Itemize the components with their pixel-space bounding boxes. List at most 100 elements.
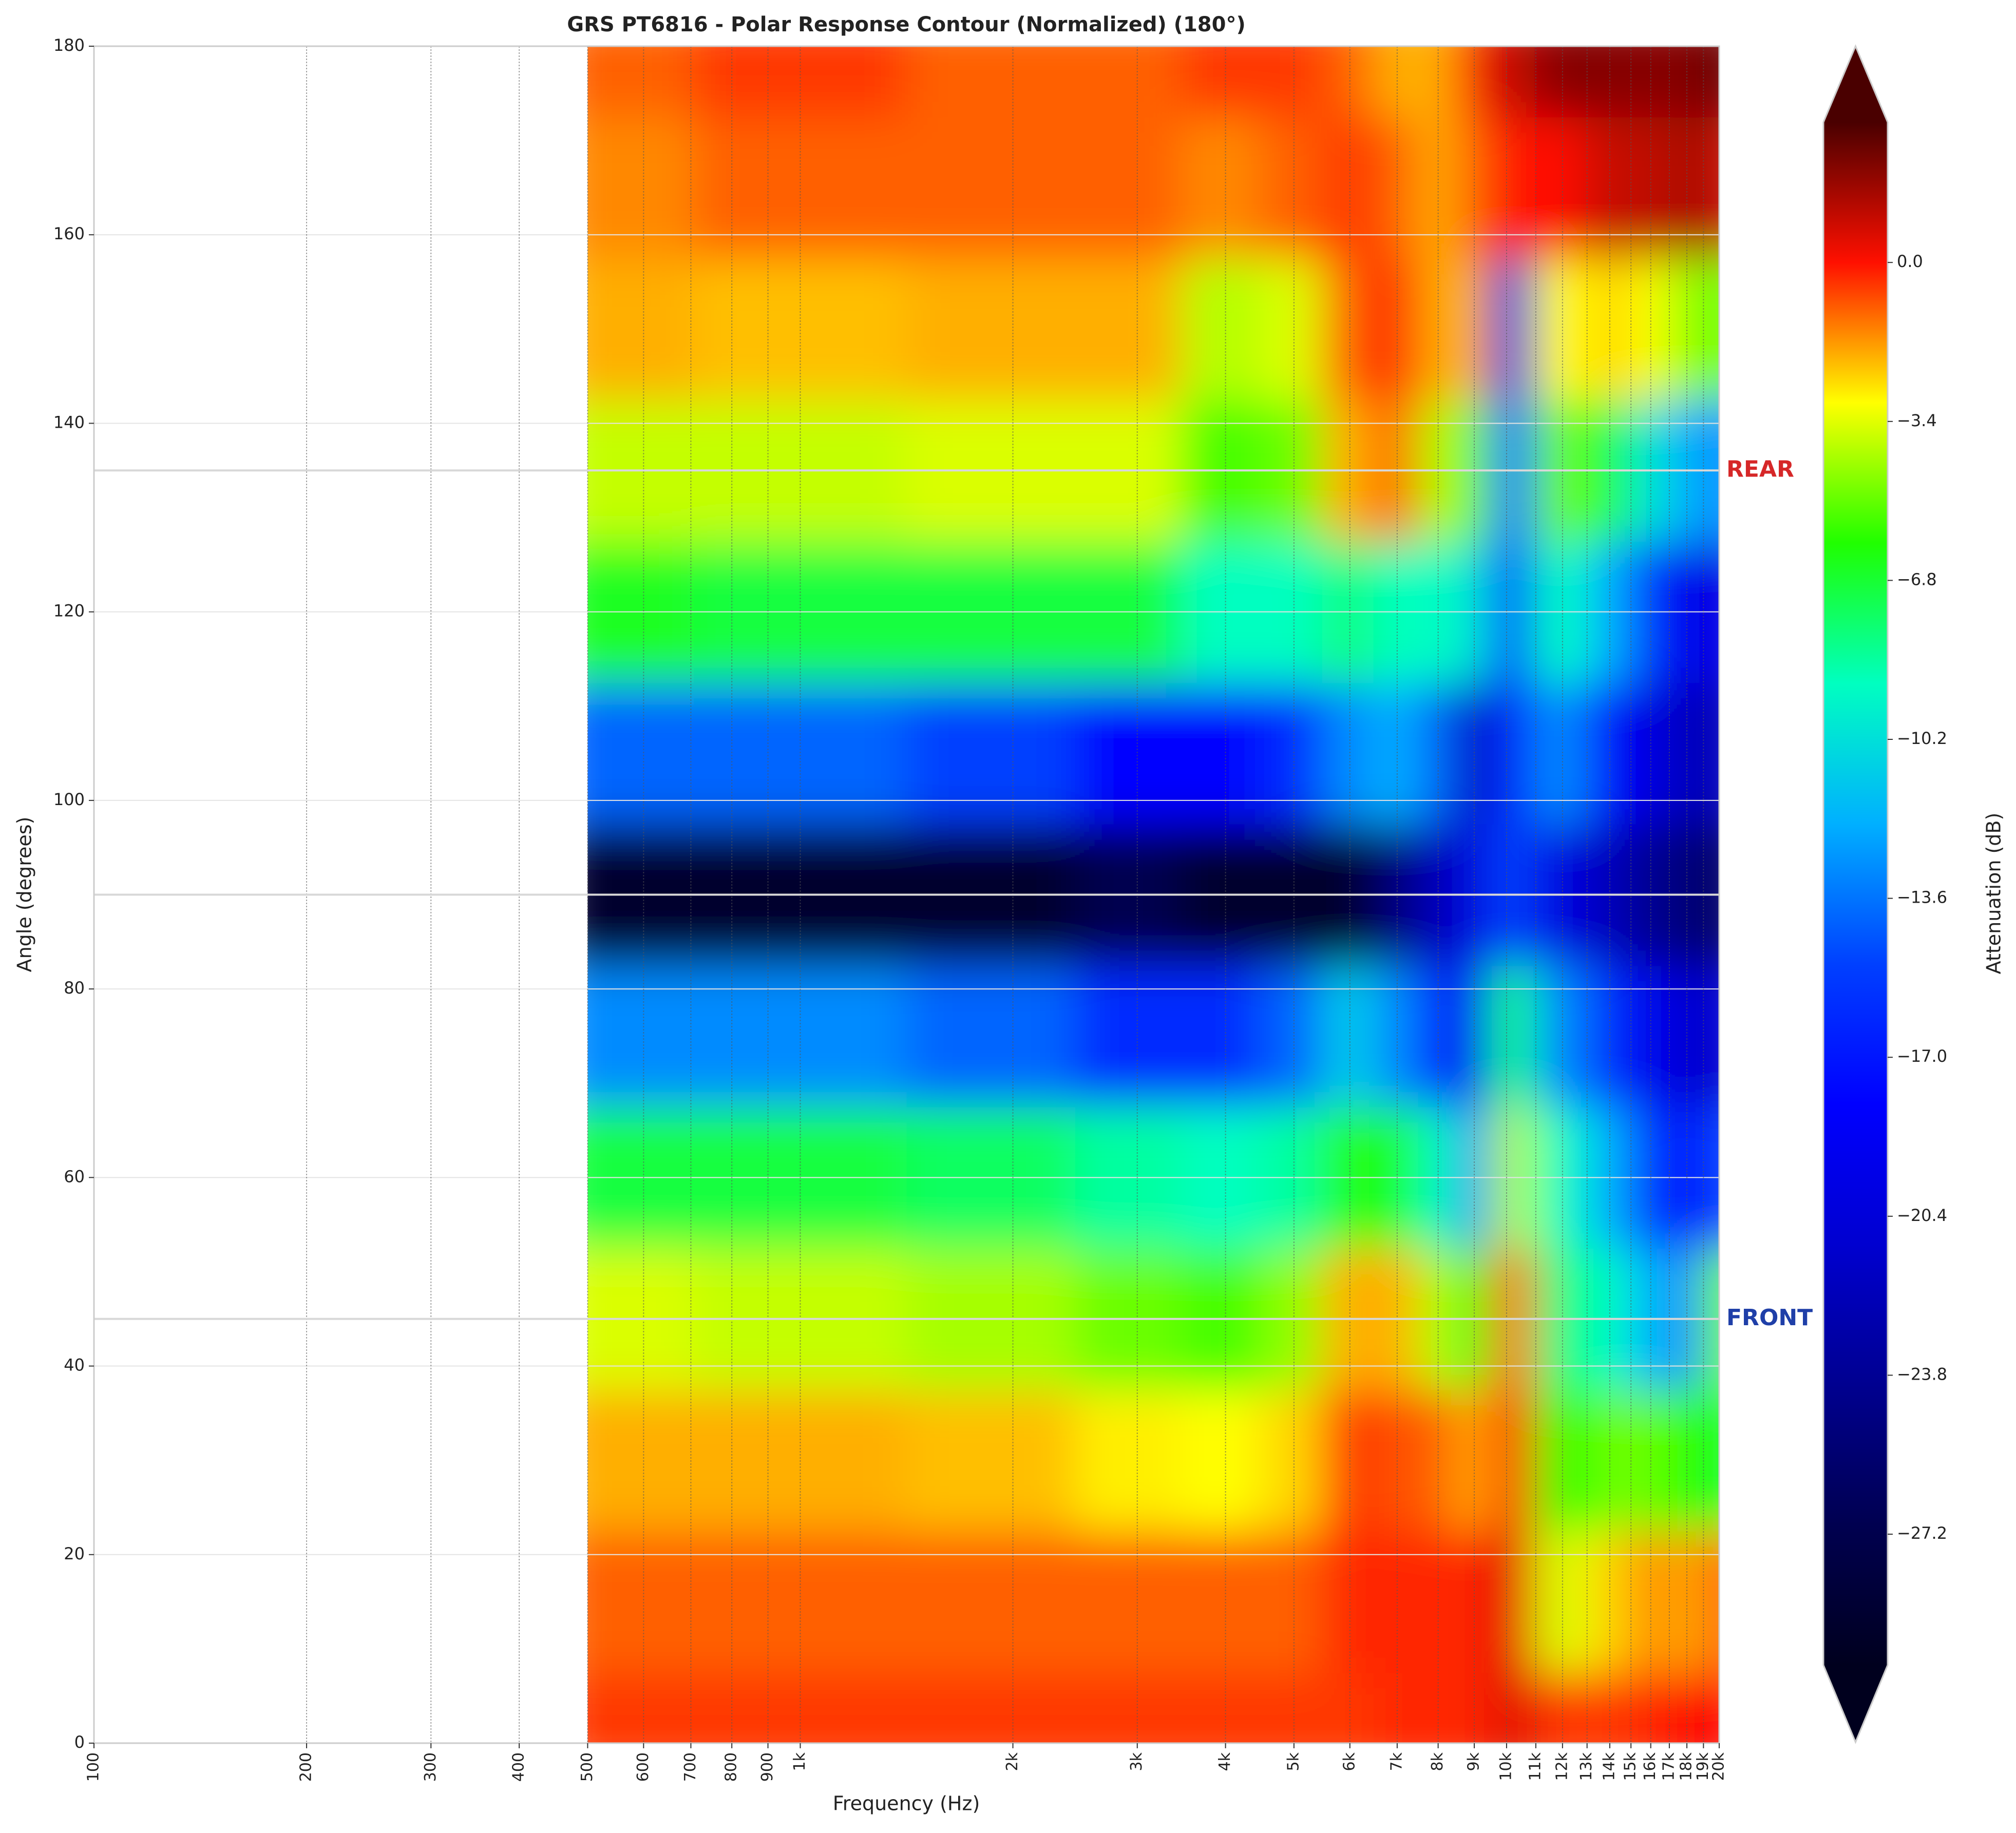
colorbar-tick-label: −27.2 (1897, 1523, 1947, 1543)
heat-cell (1181, 1531, 1261, 1673)
colorbar-tick-label: −13.6 (1897, 888, 1947, 907)
heat-cell (1075, 682, 1182, 825)
y-tick-label: 160 (53, 224, 85, 243)
heat-cell (1260, 1672, 1323, 1743)
x-tick-label: 19k (1694, 1752, 1712, 1781)
heat-cell (906, 682, 1076, 825)
colorbar-tick-label: −23.8 (1897, 1364, 1947, 1384)
heat-cell (587, 1672, 695, 1743)
heat-cell (1417, 46, 1457, 118)
y-tick-label: 40 (64, 1355, 85, 1375)
heat-cell (1260, 682, 1323, 825)
heat-cell (1630, 117, 1669, 259)
heat-cell (1417, 1531, 1457, 1673)
heat-cell (1075, 965, 1182, 1108)
heat-cell (1490, 965, 1535, 1108)
heat-cell (1075, 1672, 1182, 1743)
heat-cell (1417, 1389, 1457, 1532)
colorbar-tick-label: 0.0 (1897, 252, 1923, 271)
x-tick-label: 100 (85, 1752, 103, 1782)
plot-frame (93, 45, 1720, 1744)
heat-cell (1490, 682, 1535, 825)
x-tick-label: 10k (1497, 1752, 1515, 1781)
heat-cell (587, 117, 695, 259)
heat-cell (1703, 1531, 1720, 1673)
x-tick-label: 5k (1284, 1752, 1302, 1771)
heat-cell (1322, 1389, 1374, 1532)
heat-cell (1586, 1672, 1631, 1743)
heat-cell (1322, 117, 1374, 259)
heat-cell (1417, 1672, 1457, 1743)
heat-cell (1260, 1389, 1323, 1532)
heat-cell (1630, 258, 1669, 400)
heat-cell (1181, 1672, 1261, 1743)
heat-cell (1630, 682, 1669, 825)
heat-cell (587, 1389, 695, 1532)
x-tick-label: 16k (1641, 1752, 1659, 1781)
heat-cell (1668, 1672, 1704, 1743)
heat-cell (906, 46, 1076, 118)
reference-label: REAR (1726, 456, 1794, 482)
heat-cell (1490, 1672, 1535, 1743)
x-tick-label: 13k (1577, 1752, 1595, 1781)
heat-cell (1373, 682, 1418, 825)
heat-cell (1586, 965, 1631, 1108)
heat-cell (1534, 258, 1587, 400)
heat-cell (1534, 965, 1587, 1108)
heat-cell (1490, 258, 1535, 400)
heat-cell (906, 1389, 1076, 1532)
y-tick-label: 100 (53, 790, 85, 809)
heat-cell (1075, 1389, 1182, 1532)
x-tick-label: 14k (1600, 1752, 1618, 1781)
x-tick-label: 800 (722, 1752, 740, 1782)
heat-cell (1534, 117, 1587, 259)
heat-cell (1490, 46, 1535, 118)
heat-cell (1181, 682, 1261, 825)
heat-cell (1322, 682, 1374, 825)
chart-title: GRS PT6816 - Polar Response Contour (Nor… (567, 13, 1246, 36)
heat-cell (1322, 1672, 1374, 1743)
heat-cell (1075, 1531, 1182, 1673)
colorbar-tick-label: −6.8 (1897, 569, 1937, 589)
heat-cell (1417, 117, 1457, 259)
y-tick-label: 80 (64, 978, 85, 998)
heat-cell (1456, 965, 1491, 1108)
heat-cell (1181, 46, 1261, 118)
x-tick-label: 2k (1003, 1752, 1021, 1771)
x-tick-label: 17k (1660, 1752, 1678, 1781)
x-tick-label: 8k (1429, 1752, 1447, 1771)
heat-cell (1668, 965, 1704, 1108)
heat-cell (1668, 1531, 1704, 1673)
x-tick-label: 6k (1340, 1752, 1358, 1771)
heat-cell (1417, 965, 1457, 1108)
heat-cell (1534, 1531, 1587, 1673)
heat-cell (1586, 46, 1631, 118)
x-tick-label: 900 (758, 1752, 776, 1782)
heat-cell (1373, 258, 1418, 400)
heat-cell (1322, 258, 1374, 400)
heat-cell (587, 682, 695, 825)
heat-cell (1630, 965, 1669, 1108)
heat-cell (1703, 682, 1720, 825)
heat-cell (1456, 1531, 1491, 1673)
x-tick-label: 600 (634, 1752, 652, 1782)
heat-cell (1373, 46, 1418, 118)
y-tick-label: 140 (53, 412, 85, 432)
heat-cell (1586, 682, 1631, 825)
heat-cell (1181, 965, 1261, 1108)
heat-cell (1668, 682, 1704, 825)
x-tick-label: 300 (422, 1752, 440, 1782)
heat-cell (1181, 117, 1261, 259)
x-tick-label: 18k (1678, 1752, 1696, 1781)
x-tick-label: 12k (1553, 1752, 1571, 1781)
heat-cell (1534, 1672, 1587, 1743)
heat-cell (906, 1672, 1076, 1743)
heat-cell (1534, 1389, 1587, 1532)
heat-cell (906, 965, 1076, 1108)
x-axis-label: Frequency (Hz) (833, 1792, 980, 1815)
heat-cell (1703, 965, 1720, 1108)
heat-cell (1456, 1672, 1491, 1743)
heat-cell (1490, 117, 1535, 259)
heat-cell (1703, 258, 1720, 400)
